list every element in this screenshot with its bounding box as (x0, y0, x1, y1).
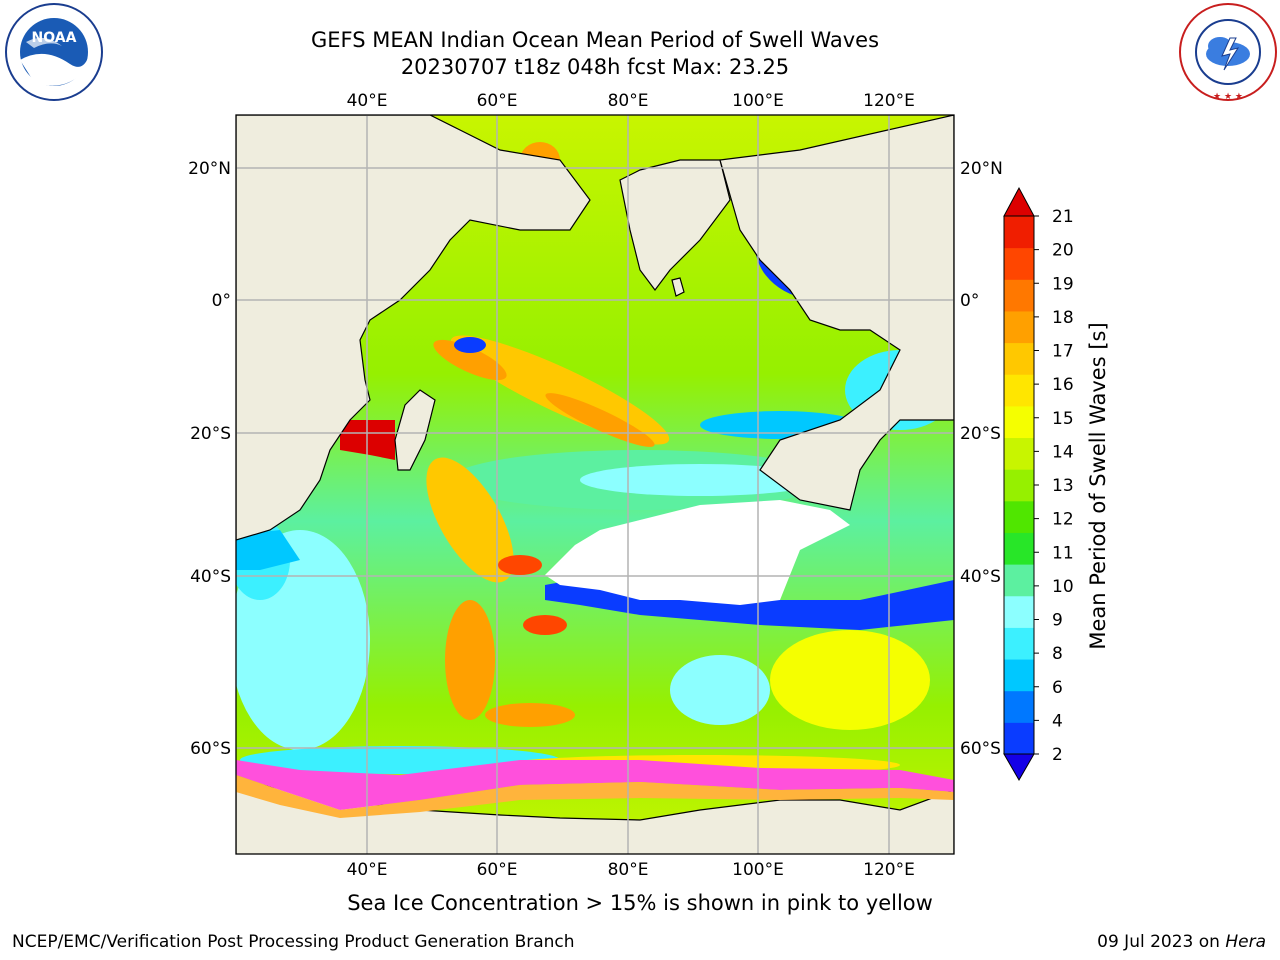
colorbar-tick-label: 6 (1052, 678, 1063, 698)
map-frame (235, 114, 955, 855)
sea-ice-region (236, 760, 954, 818)
longitude-tick-label: 40°E (347, 860, 388, 880)
colorbar-tick-label: 10 (1052, 577, 1074, 597)
colorbar-tick-label: 16 (1052, 375, 1074, 395)
colorbar-tick-label: 2 (1052, 745, 1063, 765)
national-weather-service-logo-icon: ★ ★ ★ (1179, 3, 1277, 102)
footer-host: Hera (1225, 932, 1266, 952)
colorbar-segment (1004, 500, 1034, 533)
longitude-tick-label: 100°E (732, 91, 784, 111)
land-polygon (671, 277, 685, 297)
colorbar-tick-label: 21 (1052, 207, 1074, 227)
colorbar-tick-label: 8 (1052, 644, 1063, 664)
field-patch (523, 615, 567, 635)
colorbar-tick-label: 17 (1052, 342, 1074, 362)
colorbar-tick-label: 14 (1052, 442, 1074, 462)
latitude-tick-label: 20°N (960, 159, 1003, 179)
map-plot-area (236, 115, 954, 854)
longitude-tick-label: 40°E (347, 91, 388, 111)
sea-ice-edge (236, 775, 954, 818)
colorbar-label: Mean Period of Swell Waves [s] (1086, 322, 1110, 649)
longitude-tick-label: 80°E (608, 860, 649, 880)
colorbar-over-arrow (1003, 186, 1035, 217)
land-polygon (619, 159, 731, 291)
latitude-tick-label: 40°S (960, 567, 1001, 587)
latitude-tick-label: 20°N (188, 159, 231, 179)
colorbar-tick-label: 15 (1052, 409, 1074, 429)
colorbar-segment (1004, 342, 1034, 375)
colorbar-segment (1004, 469, 1034, 502)
latitude-ticks-left: 20°N 0° 20°S 40°S 60°S (188, 159, 231, 759)
colorbar-tick-label: 4 (1052, 711, 1063, 731)
colorbar-segment (1004, 627, 1034, 660)
colorbar-segment (1004, 247, 1034, 280)
colorbar-tick-label: 11 (1052, 543, 1074, 563)
chart-title: GEFS MEAN Indian Ocean Mean Period of Sw… (310, 28, 880, 52)
latitude-tick-label: 0° (960, 291, 979, 311)
latitude-tick-label: 0° (212, 291, 231, 311)
colorbar-tick-label: 12 (1052, 510, 1074, 530)
sea-ice-band (236, 760, 954, 810)
noaa-logo-text: NOAA (32, 30, 77, 46)
colorbar-tick-label: 9 (1052, 611, 1063, 631)
masked-region (545, 500, 850, 605)
colorbar-segment (1004, 437, 1034, 470)
longitude-tick-label: 60°E (477, 860, 518, 880)
longitude-tick-label: 120°E (863, 91, 915, 111)
field-patch (485, 703, 575, 727)
field-patch (445, 600, 495, 720)
longitude-ticks-bottom: 40°E 60°E 80°E 100°E 120°E (347, 860, 915, 880)
field-patch (433, 339, 507, 381)
colorbar-segment (1004, 216, 1034, 249)
field-patch (670, 655, 770, 725)
latitude-tick-label: 40°S (190, 567, 231, 587)
field-patch (770, 630, 930, 730)
field-patch (498, 555, 542, 575)
field-patch (426, 457, 514, 583)
noaa-logo-icon: NOAA (5, 3, 103, 101)
chart-subtitle: 20230707 t18z 048h fcst Max: 23.25 (400, 55, 790, 79)
footer-date-text: 09 Jul 2023 on (1097, 932, 1226, 952)
sea-ice-note: Sea Ice Concentration > 15% is shown in … (347, 891, 933, 915)
longitude-tick-label: 100°E (732, 860, 784, 880)
latitude-tick-label: 20°S (190, 424, 231, 444)
colorbar-segment (1004, 532, 1034, 565)
latitude-tick-label: 60°S (190, 739, 231, 759)
footer-credit: NCEP/EMC/Verification Post Processing Pr… (12, 932, 575, 952)
latitude-ticks-right: 20°N 0° 20°S 40°S 60°S (960, 159, 1003, 759)
footer-date: 09 Jul 2023 on Hera (1097, 932, 1266, 952)
latitude-tick-label: 60°S (960, 739, 1001, 759)
colorbar-segment (1004, 279, 1034, 312)
svg-text:★ ★ ★: ★ ★ ★ (1213, 92, 1243, 102)
field-patch (236, 530, 300, 570)
colorbar-tick-label: 13 (1052, 476, 1074, 496)
longitude-tick-label: 120°E (863, 860, 915, 880)
longitude-tick-label: 60°E (477, 91, 518, 111)
colorbar-tick-label: 18 (1052, 308, 1074, 328)
colorbar-under-arrow (1003, 753, 1035, 782)
field-patch (580, 464, 820, 496)
colorbar-segment (1004, 564, 1034, 597)
colorbar-segment (1004, 659, 1034, 692)
colorbar-segment (1004, 405, 1034, 439)
longitude-ticks-top: 40°E 60°E 80°E 100°E 120°E (347, 91, 915, 111)
longitude-tick-label: 80°E (608, 91, 649, 111)
land-polygon (394, 389, 436, 471)
colorbar-tick-label: 20 (1052, 241, 1074, 261)
graticule (236, 115, 954, 854)
field-patch (454, 337, 486, 353)
colorbar-segment (1004, 722, 1034, 755)
colorbar-segment (1004, 690, 1034, 723)
colorbar-segment (1004, 310, 1034, 344)
colorbar-segment (1004, 595, 1034, 628)
latitude-tick-label: 20°S (960, 424, 1001, 444)
colorbar-tick-label: 19 (1052, 274, 1074, 294)
colorbar: 2 4 6 8 9 10 11 12 13 14 15 16 17 18 19 20 21 (1003, 186, 1074, 782)
colorbar-segment (1004, 374, 1034, 407)
